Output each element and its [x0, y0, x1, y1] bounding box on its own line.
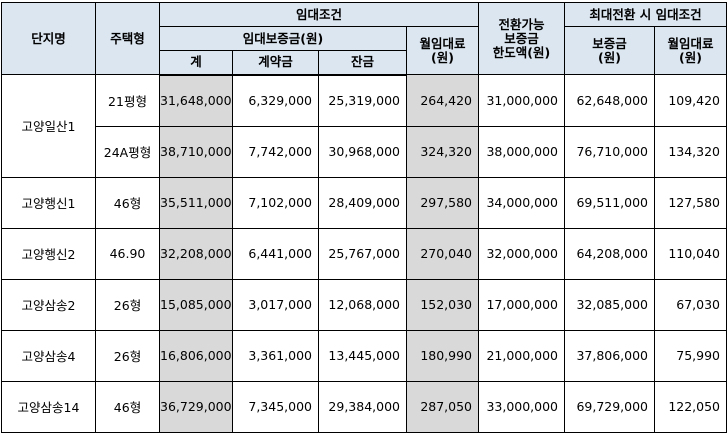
- balance-cell: 25,767,000: [318, 227, 407, 280]
- complex-name-cell: 고양행신1: [1, 176, 96, 229]
- deposit-total-cell: 38,710,000: [159, 125, 233, 178]
- balance-cell: 30,968,000: [318, 125, 407, 178]
- deposit-total-cell: 15,085,000: [159, 278, 233, 331]
- housing-type-cell: 46형: [95, 380, 160, 433]
- contract-cell: 3,017,000: [232, 278, 319, 331]
- max-deposit-cell: 69,511,000: [564, 176, 656, 229]
- monthly-rent-cell: 297,580: [405, 176, 480, 229]
- header-deposit: 임대보증금(원): [159, 26, 407, 51]
- contract-cell: 6,329,000: [232, 74, 319, 127]
- monthly-rent-cell: 264,420: [405, 74, 480, 127]
- balance-cell: 12,068,000: [318, 278, 407, 331]
- monthly-rent-cell: 270,040: [405, 227, 480, 280]
- header-balance: 잔금: [318, 50, 407, 76]
- deposit-total-cell: 16,806,000: [159, 329, 233, 382]
- max-deposit-cell: 64,208,000: [564, 227, 656, 280]
- contract-cell: 7,345,000: [232, 380, 319, 433]
- deposit-total-cell: 35,511,000: [159, 176, 233, 229]
- header-max-conversion: 최대전환 시 임대조건: [564, 2, 727, 27]
- conversion-limit-cell: 17,000,000: [478, 278, 566, 331]
- conversion-limit-cell: 34,000,000: [478, 176, 566, 229]
- header-total: 계: [159, 50, 233, 76]
- monthly-rent-cell: 324,320: [405, 125, 480, 178]
- complex-name-cell: 고양삼송2: [1, 278, 96, 331]
- header-max-monthly-rent: 월임대료 (원): [654, 26, 727, 75]
- complex-name-cell: 고양일산1: [1, 74, 96, 178]
- header-complex-name: 단지명: [1, 2, 96, 75]
- max-monthly-rent-cell: 122,050: [654, 380, 727, 433]
- max-deposit-cell: 62,648,000: [564, 74, 656, 127]
- header-housing-type: 주택형: [95, 2, 160, 75]
- max-monthly-rent-cell: 127,580: [654, 176, 727, 229]
- complex-name-cell: 고양삼송4: [1, 329, 96, 382]
- header-max-deposit: 보증금 (원): [564, 26, 656, 75]
- table-row: 고양삼송14 46형 36,729,000 7,345,000 29,384,0…: [1, 380, 727, 433]
- conversion-limit-cell: 38,000,000: [478, 125, 566, 178]
- balance-cell: 28,409,000: [318, 176, 407, 229]
- max-deposit-cell: 76,710,000: [564, 125, 656, 178]
- max-deposit-cell: 69,729,000: [564, 380, 656, 433]
- monthly-rent-cell: 180,990: [405, 329, 480, 382]
- max-deposit-cell: 32,085,000: [564, 278, 656, 331]
- housing-type-cell: 21평형: [95, 74, 160, 127]
- monthly-rent-cell: 152,030: [405, 278, 480, 331]
- header-conversion-limit: 전환가능 보증금 한도액(원): [478, 2, 566, 75]
- contract-cell: 6,441,000: [232, 227, 319, 280]
- housing-type-cell: 46형: [95, 176, 160, 229]
- monthly-rent-cell: 287,050: [405, 380, 480, 433]
- max-monthly-rent-cell: 110,040: [654, 227, 727, 280]
- housing-type-cell: 26형: [95, 278, 160, 331]
- deposit-total-cell: 36,729,000: [159, 380, 233, 433]
- contract-cell: 3,361,000: [232, 329, 319, 382]
- header-monthly-rent: 월임대료 (원): [405, 26, 480, 75]
- balance-cell: 13,445,000: [318, 329, 407, 382]
- balance-cell: 25,319,000: [318, 74, 407, 127]
- conversion-limit-cell: 31,000,000: [478, 74, 566, 127]
- max-monthly-rent-cell: 75,990: [654, 329, 727, 382]
- max-monthly-rent-cell: 67,030: [654, 278, 727, 331]
- max-monthly-rent-cell: 134,320: [654, 125, 727, 178]
- complex-name-cell: 고양행신2: [1, 227, 96, 280]
- table-row: 고양일산1 21평형 31,648,000 6,329,000 25,319,0…: [1, 74, 727, 178]
- housing-type-cell: 24A평형: [95, 125, 160, 178]
- table-row: 고양삼송2 26형 15,085,000 3,017,000 12,068,00…: [1, 278, 727, 331]
- header-contract: 계약금: [232, 50, 319, 76]
- table-row: 고양행신2 46.90 32,208,000 6,441,000 25,767,…: [1, 227, 727, 280]
- contract-cell: 7,742,000: [232, 125, 319, 178]
- table-row: 24A평형 38,710,000 7,742,000 30,968,000 32…: [2, 125, 727, 178]
- table-row: 고양행신1 46형 35,511,000 7,102,000 28,409,00…: [1, 176, 727, 229]
- max-deposit-cell: 37,806,000: [564, 329, 656, 382]
- deposit-total-cell: 32,208,000: [159, 227, 233, 280]
- header-lease-conditions: 임대조건: [158, 2, 480, 27]
- conversion-limit-cell: 32,000,000: [478, 227, 566, 280]
- balance-cell: 29,384,000: [318, 380, 407, 433]
- table-row: 고양삼송4 26형 16,806,000 3,361,000 13,445,00…: [1, 329, 727, 382]
- conversion-limit-cell: 33,000,000: [478, 380, 566, 433]
- conversion-limit-cell: 21,000,000: [478, 329, 566, 382]
- contract-cell: 7,102,000: [232, 176, 319, 229]
- deposit-total-cell: 31,648,000: [159, 74, 233, 127]
- complex-name-cell: 고양삼송14: [1, 380, 96, 433]
- max-monthly-rent-cell: 109,420: [654, 74, 727, 127]
- housing-type-cell: 26형: [95, 329, 160, 382]
- housing-type-cell: 46.90: [95, 227, 160, 280]
